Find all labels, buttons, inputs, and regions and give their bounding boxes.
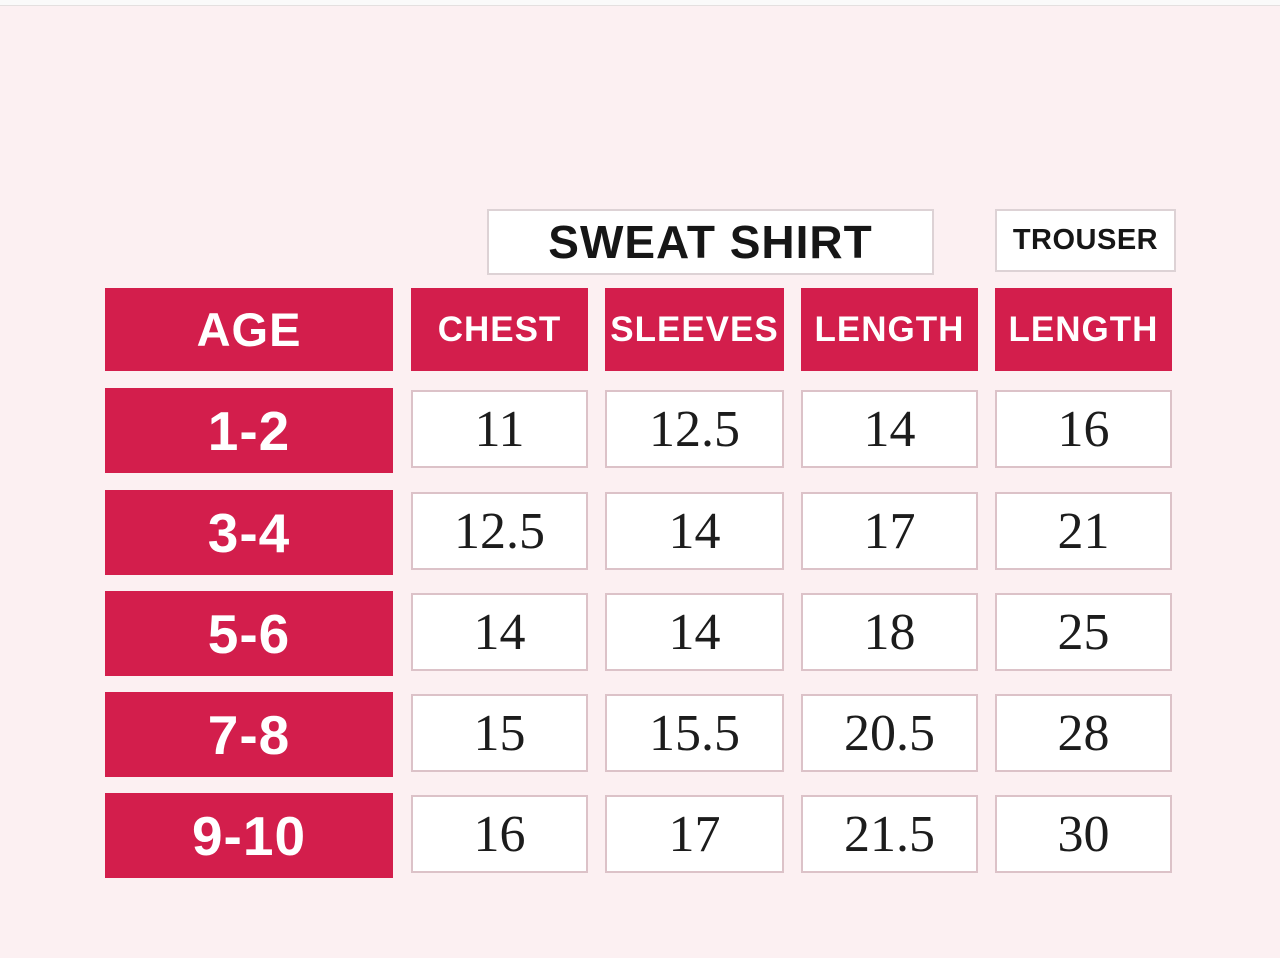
cell-chest-age-9-10: 16 (411, 795, 588, 873)
cell-sleeves-age-9-10: 17 (605, 795, 784, 873)
top-edge-strip (0, 0, 1280, 6)
age-row-label-1-2: 1-2 (105, 388, 393, 473)
cell-sleeves-age-5-6: 14 (605, 593, 784, 671)
cell-sleeves-age-7-8: 15.5 (605, 694, 784, 772)
cell-chest-age-3-4: 12.5 (411, 492, 588, 570)
age-row-label-7-8: 7-8 (105, 692, 393, 777)
cell-trouser-length-age-9-10: 30 (995, 795, 1172, 873)
cell-chest-age-5-6: 14 (411, 593, 588, 671)
age-row-label-9-10: 9-10 (105, 793, 393, 878)
cell-sleeves-age-3-4: 14 (605, 492, 784, 570)
column-header-trouser-length: LENGTH (995, 288, 1172, 371)
cell-chest-age-1-2: 11 (411, 390, 588, 468)
age-row-label-3-4: 3-4 (105, 490, 393, 575)
cell-trouser-length-age-5-6: 25 (995, 593, 1172, 671)
cell-sleeves-age-1-2: 12.5 (605, 390, 784, 468)
sweat-shirt-title: SWEAT SHIRT (548, 216, 873, 268)
cell-trouser-length-age-3-4: 21 (995, 492, 1172, 570)
column-header-length: LENGTH (801, 288, 978, 371)
cell-chest-age-7-8: 15 (411, 694, 588, 772)
cell-length-age-5-6: 18 (801, 593, 978, 671)
age-column-header: AGE (105, 288, 393, 371)
cell-length-age-3-4: 17 (801, 492, 978, 570)
cell-length-age-7-8: 20.5 (801, 694, 978, 772)
age-row-label-5-6: 5-6 (105, 591, 393, 676)
sweat-shirt-title-box: SWEAT SHIRT (487, 209, 934, 275)
cell-length-age-9-10: 21.5 (801, 795, 978, 873)
column-header-sleeves: SLEEVES (605, 288, 784, 371)
cell-length-age-1-2: 14 (801, 390, 978, 468)
column-header-chest: CHEST (411, 288, 588, 371)
cell-trouser-length-age-7-8: 28 (995, 694, 1172, 772)
cell-trouser-length-age-1-2: 16 (995, 390, 1172, 468)
trouser-title: TROUSER (1012, 224, 1159, 256)
trouser-title-box: TROUSER (995, 209, 1176, 272)
